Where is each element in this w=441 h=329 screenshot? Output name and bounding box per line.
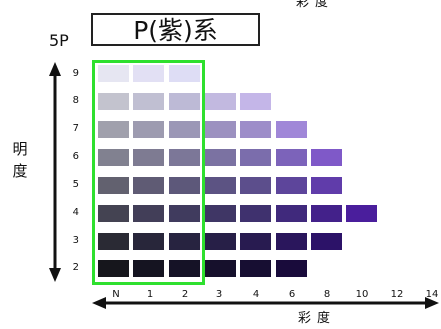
color-chip-v8-cN <box>98 93 129 110</box>
color-chip-v4-c10 <box>346 205 377 222</box>
color-chip-v2-c2 <box>169 260 200 277</box>
color-chip-v2-c3 <box>205 260 236 277</box>
chroma-tick: 1 <box>146 289 154 300</box>
color-chip-v6-c8 <box>311 149 342 166</box>
value-tick: 3 <box>72 235 79 246</box>
chroma-axis-label: 彩度 <box>298 311 337 326</box>
color-chip-v6-c2 <box>169 149 200 166</box>
color-chip-v7-c6 <box>276 121 307 138</box>
color-chip-v2-c6 <box>276 260 307 277</box>
color-chip-v6-c3 <box>205 149 236 166</box>
color-chip-v5-cN <box>98 177 129 194</box>
color-chip-v2-cN <box>98 260 129 277</box>
color-chip-v6-c1 <box>133 149 164 166</box>
value-axis-label: 明 度 <box>10 138 30 182</box>
chroma-tick: 14 <box>425 289 439 300</box>
color-chip-v4-c1 <box>133 205 164 222</box>
color-chip-v9-c1 <box>133 65 164 82</box>
color-chip-v7-c2 <box>169 121 200 138</box>
color-chip-v4-c2 <box>169 205 200 222</box>
value-tick: 5 <box>72 179 79 190</box>
color-chip-v7-cN <box>98 121 129 138</box>
color-chip-v8-c2 <box>169 93 200 110</box>
chroma-tick: 4 <box>252 289 260 300</box>
color-chip-v6-cN <box>98 149 129 166</box>
hue-code: 5P <box>49 31 69 50</box>
color-chip-v5-c3 <box>205 177 236 194</box>
color-chip-v5-c4 <box>240 177 271 194</box>
chroma-tick: N <box>112 289 120 300</box>
color-chip-v8-c1 <box>133 93 164 110</box>
chroma-label-top: 彩度 <box>296 0 335 10</box>
color-chip-v5-c2 <box>169 177 200 194</box>
color-chip-v4-cN <box>98 205 129 222</box>
color-chip-v3-c4 <box>240 233 271 250</box>
color-chip-v7-c1 <box>133 121 164 138</box>
chroma-tick: 2 <box>181 289 189 300</box>
color-chip-v3-c2 <box>169 233 200 250</box>
color-chip-v2-c4 <box>240 260 271 277</box>
color-chip-v4-c6 <box>276 205 307 222</box>
hue-title: P(紫)系 <box>91 13 260 46</box>
value-tick: 2 <box>72 262 79 273</box>
chroma-tick: 10 <box>355 289 369 300</box>
chroma-tick: 8 <box>323 289 331 300</box>
color-chip-v6-c4 <box>240 149 271 166</box>
value-tick: 4 <box>72 207 79 218</box>
color-chip-v4-c3 <box>205 205 236 222</box>
color-chip-v9-c2 <box>169 65 200 82</box>
color-chip-v9-cN <box>98 65 129 82</box>
color-chip-v5-c8 <box>311 177 342 194</box>
value-axis-arrow <box>49 62 61 282</box>
color-chip-v5-c1 <box>133 177 164 194</box>
color-chip-v4-c4 <box>240 205 271 222</box>
color-chip-v7-c4 <box>240 121 271 138</box>
chroma-tick: 3 <box>215 289 223 300</box>
value-tick: 9 <box>72 68 79 79</box>
color-chip-v3-c8 <box>311 233 342 250</box>
color-chip-v3-c1 <box>133 233 164 250</box>
value-axis-label-char-2: 度 <box>12 162 28 180</box>
color-chip-v3-cN <box>98 233 129 250</box>
color-chip-v3-c3 <box>205 233 236 250</box>
color-chip-v8-c3 <box>205 93 236 110</box>
chroma-tick: 12 <box>390 289 404 300</box>
value-axis-label-char-1: 明 <box>12 140 28 158</box>
value-tick: 6 <box>72 151 79 162</box>
color-chip-v8-c4 <box>240 93 271 110</box>
chroma-axis-arrow <box>92 297 439 309</box>
color-chip-v5-c6 <box>276 177 307 194</box>
color-chip-v6-c6 <box>276 149 307 166</box>
chroma-tick: 6 <box>288 289 296 300</box>
value-tick: 7 <box>72 123 79 134</box>
color-chip-v3-c6 <box>276 233 307 250</box>
color-chip-v2-c1 <box>133 260 164 277</box>
value-tick: 8 <box>72 95 79 106</box>
selection-frame <box>92 60 205 285</box>
color-chip-v4-c8 <box>311 205 342 222</box>
color-chip-v7-c3 <box>205 121 236 138</box>
